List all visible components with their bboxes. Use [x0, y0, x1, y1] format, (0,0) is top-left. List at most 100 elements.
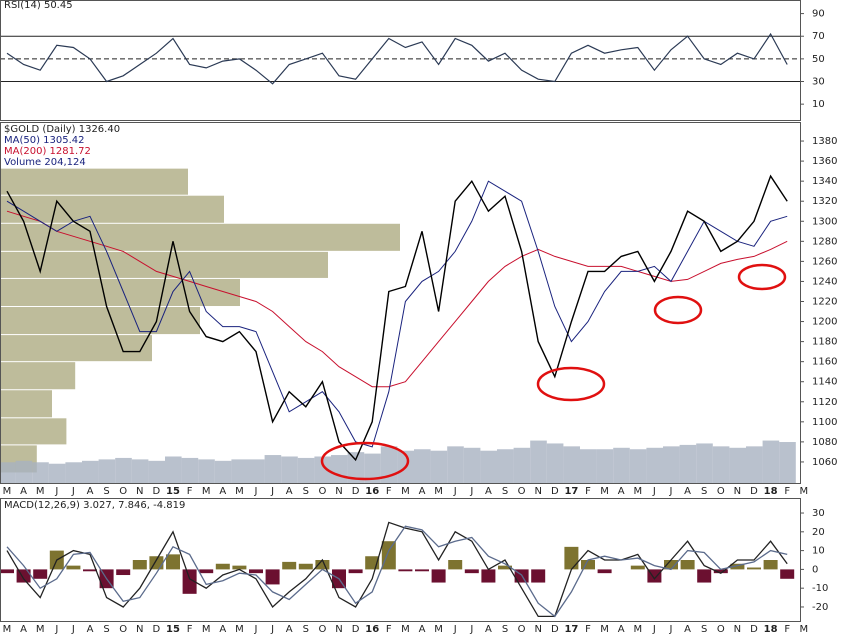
y-tick-label: 10: [812, 99, 825, 110]
x-tick-label: 17: [564, 624, 578, 635]
x-tick-label: N: [136, 486, 143, 497]
y-tick-label: 1320: [812, 196, 837, 207]
x-tick-label: A: [20, 624, 27, 635]
volume-bar: [613, 447, 630, 484]
volume-bar: [696, 443, 713, 484]
ma50-legend: MA(50) 1305.42: [4, 135, 85, 146]
x-tick-label: J: [254, 486, 258, 497]
x-tick-label: F: [386, 486, 392, 497]
x-tick-label: A: [618, 624, 625, 635]
x-tick-label: M: [3, 486, 12, 497]
volume-by-price-bar: [0, 168, 188, 195]
x-tick-label: M: [434, 624, 443, 635]
price-frame: [0, 122, 801, 484]
histogram-bar: [0, 569, 14, 574]
x-tick-label: J: [254, 624, 258, 635]
x-tick-label: J: [469, 486, 473, 497]
volume-bar: [297, 457, 315, 484]
rsi-title: RSI(14) 50.45: [4, 0, 73, 11]
y-tick-label: 20: [812, 527, 825, 538]
y-tick-label: 1300: [812, 216, 837, 227]
volume-bar: [82, 460, 99, 484]
x-tick-label: A: [684, 486, 691, 497]
price-line: [6, 174, 788, 462]
annotation-circle: [320, 441, 410, 481]
x-tick-label: O: [518, 624, 526, 635]
volume-bar: [779, 442, 796, 484]
volume-bar: [679, 444, 697, 484]
volume-by-price-bar: [0, 335, 152, 362]
y-tick-label: 1260: [812, 256, 837, 267]
x-tick-label: N: [534, 486, 541, 497]
x-tick-label: 15: [166, 624, 180, 635]
histogram-bar: [481, 569, 496, 583]
volume-by-price-bar: [0, 195, 224, 223]
x-tick-label: J: [469, 624, 473, 635]
x-tick-label: M: [202, 486, 211, 497]
x-tick-label: M: [633, 486, 642, 497]
histogram-bar: [249, 569, 263, 574]
x-tick-label: A: [684, 624, 691, 635]
rsi-line: [6, 32, 788, 85]
volume-bar: [447, 446, 464, 484]
x-tick-label: S: [303, 486, 309, 497]
x-tick-label: M: [202, 624, 211, 635]
volume-bar: [712, 446, 730, 484]
histogram-bar: [348, 569, 363, 574]
y-tick-label: 1240: [812, 276, 837, 287]
histogram-bar: [315, 560, 330, 570]
x-tick-label: A: [618, 486, 625, 497]
macd-line: [6, 525, 788, 618]
histogram-bar: [581, 560, 595, 570]
x-tick-label: A: [87, 624, 94, 635]
y-tick-label: 1160: [812, 357, 837, 368]
x-tick-label: D: [551, 624, 559, 635]
x-tick-label: A: [286, 624, 293, 635]
histogram-bar: [713, 569, 728, 574]
annotation-circle: [737, 263, 787, 291]
x-tick-label: N: [734, 624, 741, 635]
histogram-bar: [215, 563, 230, 570]
histogram-bar: [66, 565, 81, 570]
y-tick-label: 1360: [812, 156, 837, 167]
histogram-bar: [730, 563, 745, 570]
volume-bar: [480, 450, 497, 484]
volume-bar: [629, 449, 647, 484]
volume-bar: [181, 457, 199, 484]
x-tick-label: A: [87, 486, 94, 497]
volume-bar: [314, 456, 331, 484]
x-tick-label: 16: [365, 624, 379, 635]
macd-line: [6, 521, 788, 618]
y-tick-label: 1200: [812, 317, 837, 328]
x-tick-label: J: [669, 624, 673, 635]
y-tick-label: 30: [812, 508, 825, 519]
x-tick-label: D: [750, 624, 758, 635]
histogram-bar: [664, 560, 678, 570]
x-tick-label: F: [386, 624, 392, 635]
histogram-bar: [415, 569, 429, 572]
volume-bar: [264, 455, 282, 484]
x-tick-label: O: [119, 486, 127, 497]
x-tick-label: M: [401, 486, 410, 497]
histogram-bar: [763, 560, 778, 570]
x-tick-label: J: [71, 624, 75, 635]
x-tick-label: O: [318, 486, 326, 497]
x-tick-label: 18: [764, 486, 778, 497]
histogram-bar: [680, 560, 695, 570]
histogram-bar: [747, 567, 761, 570]
x-tick-label: M: [3, 624, 12, 635]
x-tick-label: S: [303, 624, 309, 635]
histogram-bar: [697, 569, 712, 583]
y-tick-label: 1060: [812, 457, 837, 468]
x-tick-label: O: [318, 624, 326, 635]
x-tick-label: D: [153, 624, 161, 635]
x-tick-label: A: [485, 486, 492, 497]
volume-bar: [32, 462, 49, 484]
histogram-bar: [199, 569, 214, 574]
x-tick-label: M: [799, 624, 808, 635]
annotation-circle: [536, 366, 606, 402]
y-tick-label: -20: [812, 602, 828, 613]
x-tick-label: D: [352, 624, 360, 635]
x-tick-label: J: [71, 486, 75, 497]
volume-bar: [48, 463, 66, 484]
